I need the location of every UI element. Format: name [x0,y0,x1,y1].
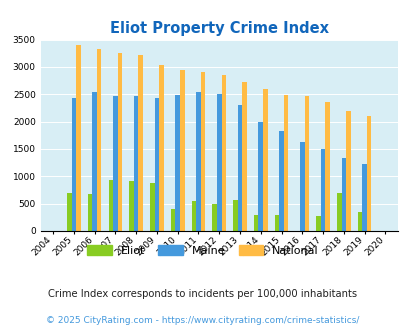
Bar [117,53,122,231]
Bar [366,115,371,231]
Bar [92,92,97,231]
Bar [283,95,288,231]
Bar [71,98,76,231]
Bar [191,202,196,231]
Legend: Eliot, Maine, National: Eliot, Maine, National [83,241,322,260]
Bar [129,181,134,231]
Bar [113,96,117,231]
Bar [341,158,345,231]
Bar [279,131,283,231]
Bar [320,149,324,231]
Bar [154,98,159,231]
Bar [87,194,92,231]
Bar [134,96,138,231]
Bar [336,193,341,231]
Bar [345,111,350,231]
Bar [108,180,113,231]
Bar [159,65,163,231]
Bar [171,209,175,231]
Text: © 2025 CityRating.com - https://www.cityrating.com/crime-statistics/: © 2025 CityRating.com - https://www.city… [46,316,359,325]
Bar [175,95,179,231]
Bar [150,183,154,231]
Bar [242,82,246,231]
Bar [200,72,205,231]
Bar [253,214,258,231]
Bar [216,94,221,231]
Bar [262,89,267,231]
Bar [232,200,237,231]
Bar [315,216,320,231]
Bar [258,122,262,231]
Bar [237,105,242,231]
Bar [76,45,81,231]
Bar [299,142,304,231]
Bar [274,214,279,231]
Bar [324,102,329,231]
Title: Eliot Property Crime Index: Eliot Property Crime Index [109,21,328,36]
Bar [97,49,101,231]
Bar [212,204,216,231]
Bar [362,164,366,231]
Bar [67,193,71,231]
Bar [357,212,362,231]
Bar [138,55,143,231]
Bar [196,91,200,231]
Bar [304,96,309,231]
Bar [179,70,184,231]
Text: Crime Index corresponds to incidents per 100,000 inhabitants: Crime Index corresponds to incidents per… [48,289,357,299]
Bar [221,75,226,231]
